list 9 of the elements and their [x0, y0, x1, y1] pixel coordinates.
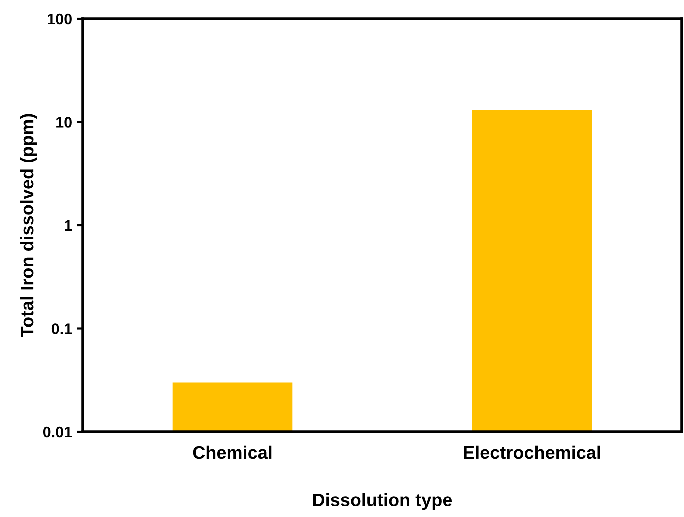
y-tick-label: 100: [48, 14, 72, 25]
x-tick-label: Electrochemical: [464, 446, 600, 460]
y-axis-title: Total Iron dissolved (ppm): [20, 114, 38, 338]
y-tick-label: 1: [65, 220, 72, 232]
y-tick-label: 0.01: [43, 426, 72, 438]
x-tick-label: Chemical: [193, 446, 272, 460]
x-axis-title: Dissolution type: [313, 493, 452, 510]
y-tick-label: 0.1: [52, 324, 72, 334]
y-tick-label: 10: [56, 117, 72, 128]
